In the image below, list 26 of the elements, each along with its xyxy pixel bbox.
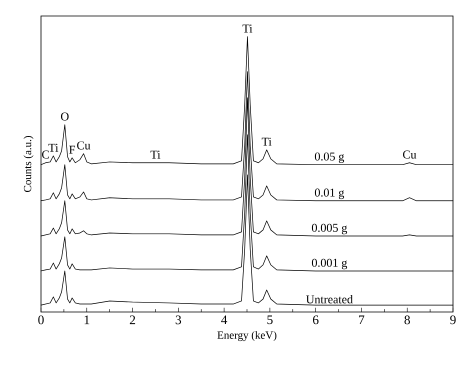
x-tick-label: 8 [404, 316, 410, 324]
series-label: 0.05 g [314, 152, 344, 163]
x-tick-label: 1 [84, 316, 90, 324]
series-label: 0.001 g [312, 258, 348, 270]
x-axis-title: Energy (keV) [217, 331, 276, 342]
x-tick-label: 4 [221, 316, 228, 324]
x-tick-label: 7 [359, 316, 364, 324]
x-tick-label: 0 [38, 316, 44, 324]
series-label: 0.005 g [312, 224, 348, 234]
series-label: 0.01 g [314, 188, 344, 200]
x-tick-label: 3 [176, 316, 182, 324]
annotation: Ti [242, 24, 252, 32]
annotation: Ti [262, 138, 272, 146]
y-axis-title: Counts (a.u.) [24, 136, 34, 192]
x-tick-label: 9 [450, 316, 456, 324]
annotation: O [60, 112, 69, 121]
series-label: Untreated [306, 295, 353, 304]
annotation: Ti [150, 150, 160, 159]
x-tick-label: 5 [267, 316, 273, 324]
annotation: Ti [48, 144, 58, 152]
annotation: Cu [77, 141, 90, 150]
x-tick-label: 6 [312, 316, 319, 324]
x-tick-label: 2 [130, 316, 136, 324]
annotation: F [69, 146, 76, 154]
annotation: Cu [403, 150, 416, 159]
annotation: C [42, 150, 49, 159]
